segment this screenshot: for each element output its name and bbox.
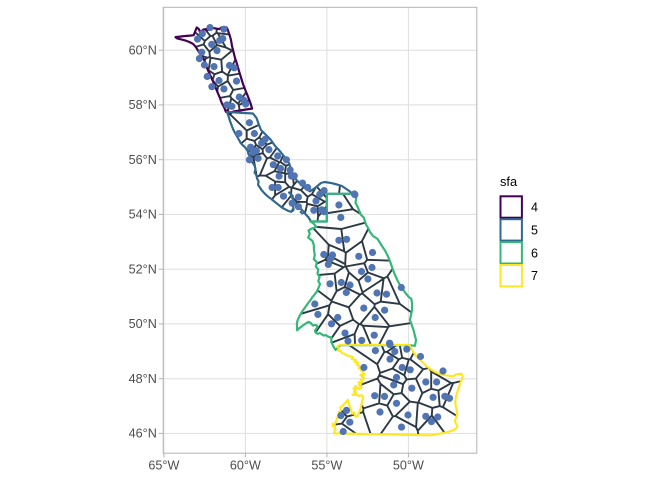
svg-text:50°N: 50°N [129,317,157,331]
svg-text:54°N: 54°N [129,208,157,222]
svg-text:6: 6 [531,246,538,260]
svg-text:5: 5 [531,223,538,237]
svg-text:50°W: 50°W [393,459,424,473]
svg-text:sfa: sfa [500,174,518,189]
svg-text:56°N: 56°N [129,153,157,167]
svg-text:4: 4 [531,201,538,215]
svg-text:46°N: 46°N [129,427,157,441]
svg-text:65°W: 65°W [148,459,179,473]
svg-text:60°W: 60°W [230,459,261,473]
svg-text:48°N: 48°N [129,372,157,386]
svg-text:7: 7 [531,269,538,283]
svg-text:60°N: 60°N [129,44,157,58]
svg-text:55°W: 55°W [311,459,342,473]
svg-text:52°N: 52°N [129,263,157,277]
svg-text:58°N: 58°N [129,98,157,112]
